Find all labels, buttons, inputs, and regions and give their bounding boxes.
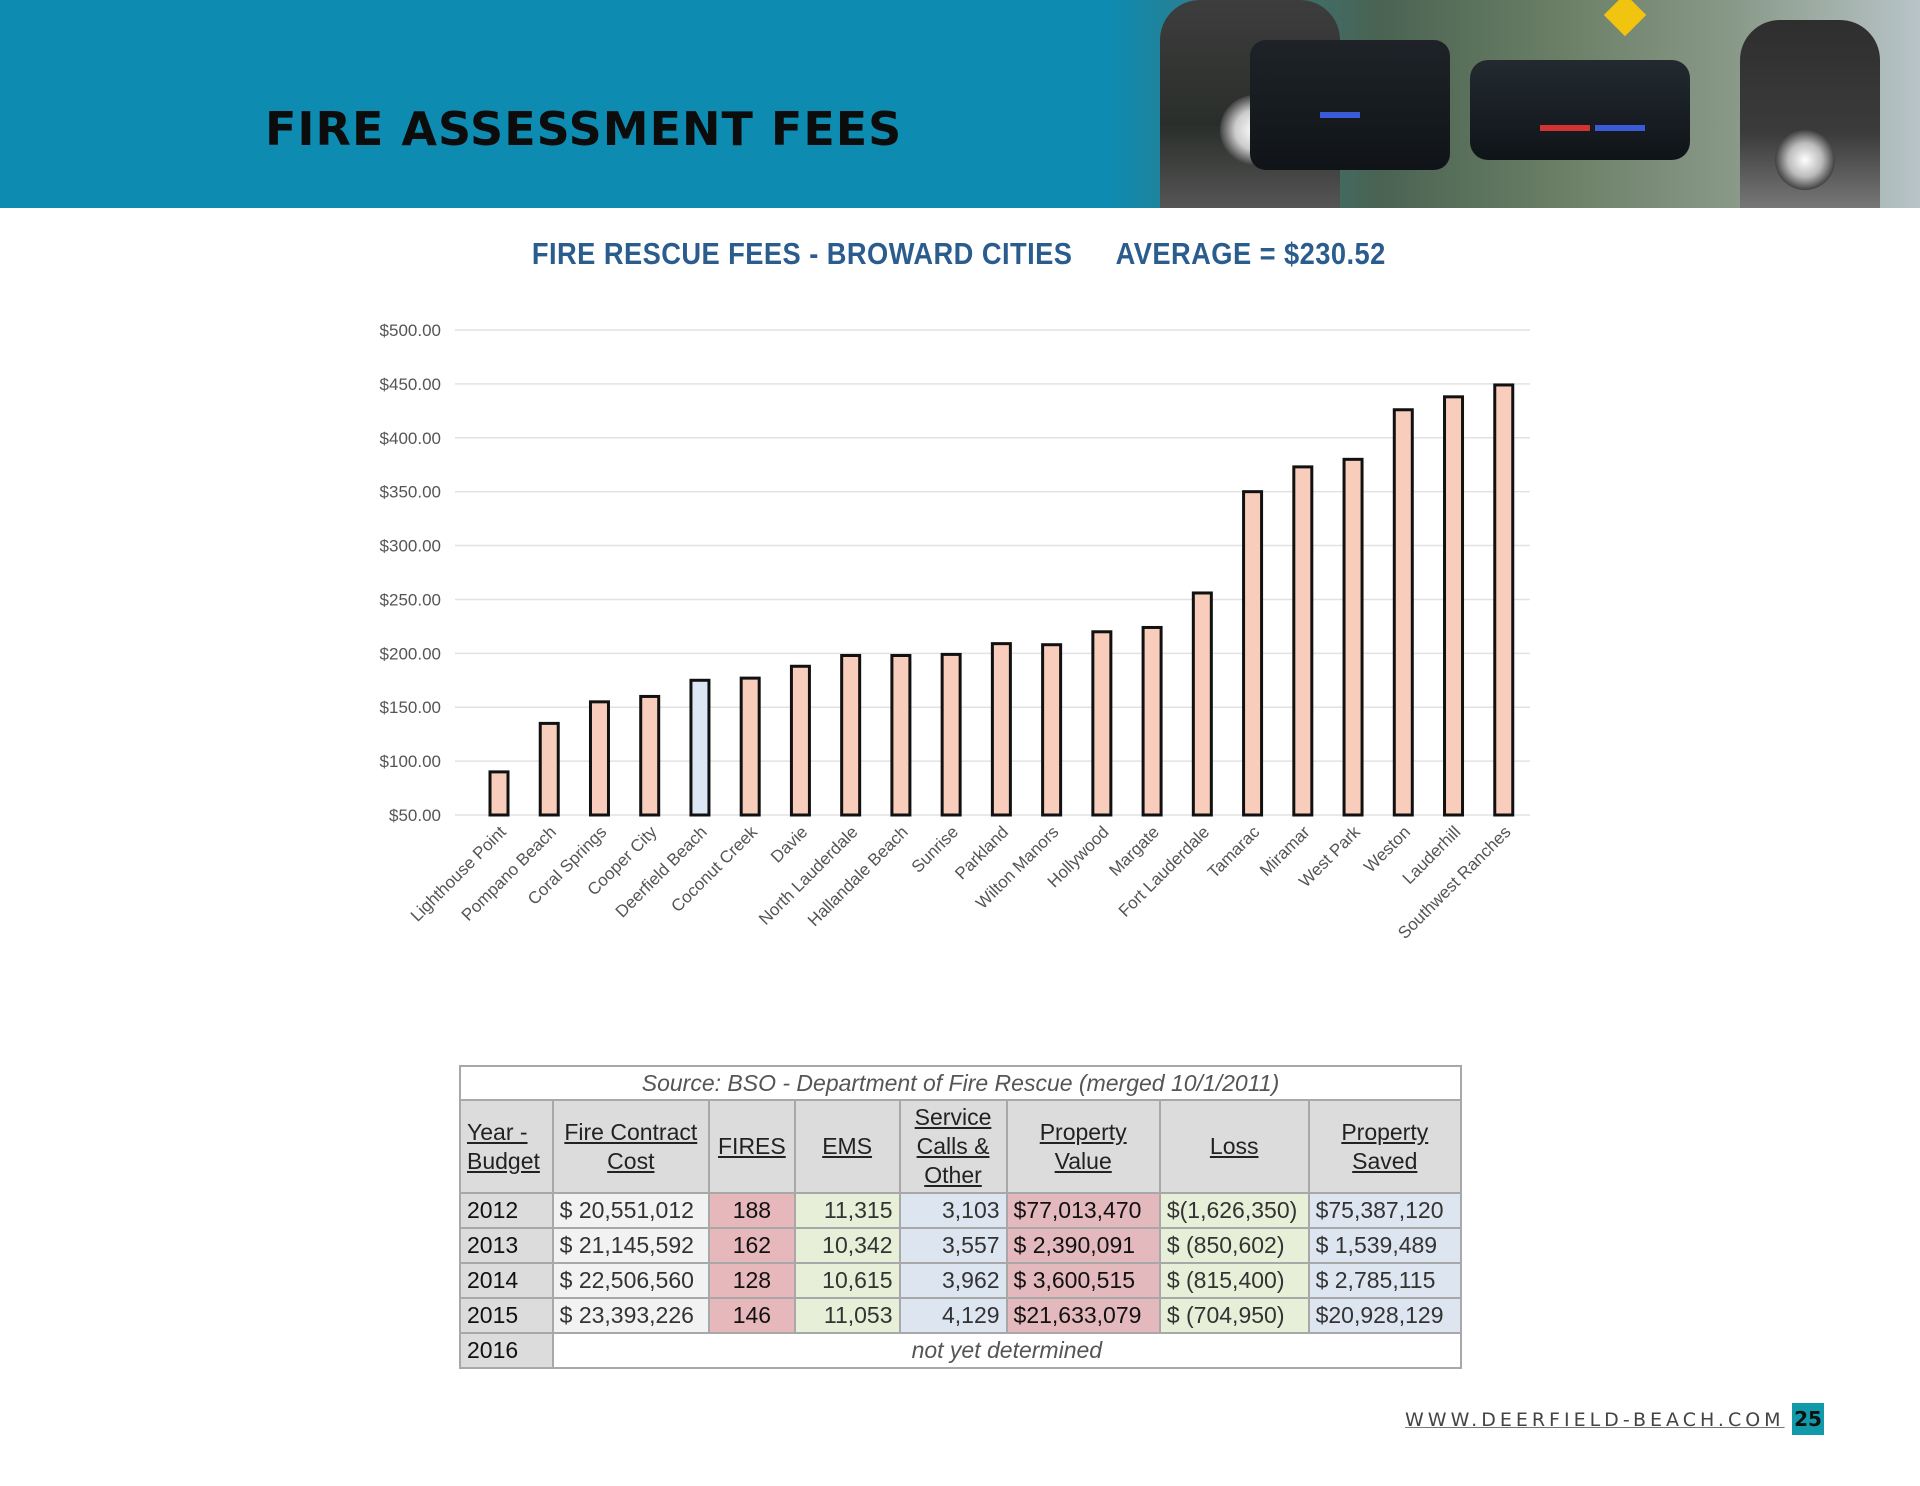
y-tick-label: $150.00 xyxy=(380,698,441,717)
cell-calls: 3,557 xyxy=(898,1227,1008,1264)
cell-ems: 10,342 xyxy=(793,1227,901,1264)
cell-ems: 11,053 xyxy=(793,1297,901,1334)
cell-year: 2015 xyxy=(459,1297,554,1334)
cell-ems: 11,315 xyxy=(793,1192,901,1229)
table-row: 2013 $ 21,145,592 162 10,342 3,557 $ 2,3… xyxy=(459,1227,1463,1264)
y-tick-label: $50.00 xyxy=(389,806,441,825)
x-tick-label: Fort Lauderdale xyxy=(1115,822,1213,920)
cell-not-determined-note: not yet determined xyxy=(551,1332,1463,1369)
cell-saved: $20,928,129 xyxy=(1307,1297,1463,1334)
y-tick-label: $300.00 xyxy=(380,537,441,556)
y-tick-label: $200.00 xyxy=(380,644,441,663)
bar-sunrise xyxy=(940,652,962,817)
table-header-row: Year - Budget Fire Contract Cost FIRES EMS… xyxy=(459,1099,1463,1194)
table-row: 2014 $ 22,506,560 128 10,615 3,962 $ 3,6… xyxy=(459,1262,1463,1299)
header-service-calls: Service Calls & Other xyxy=(898,1099,1008,1194)
cell-year: 2012 xyxy=(459,1192,554,1229)
cell-saved: $75,387,120 xyxy=(1307,1192,1463,1229)
cell-value: $ 2,390,091 xyxy=(1005,1227,1161,1264)
cell-loss: $ (815,400) xyxy=(1158,1262,1310,1299)
bar-fort-lauderdale xyxy=(1191,591,1213,817)
bars xyxy=(488,383,1515,817)
cell-cost: $ 22,506,560 xyxy=(551,1262,711,1299)
fire-rescue-stats-table: Source: BSO - Department of Fire Rescue … xyxy=(459,1065,1463,1369)
header-fires: FIRES xyxy=(708,1099,796,1194)
bar-margate xyxy=(1141,625,1163,817)
header-band: FIRE ASSESSMENT FEES xyxy=(0,0,1920,208)
bar-wilton-manors xyxy=(1041,643,1063,817)
chart-heading: FIRE RESCUE FEES - BROWARD CITIES AVERAG… xyxy=(114,236,1804,272)
table-row: 2015 $ 23,393,226 146 11,053 4,129 $21,6… xyxy=(459,1297,1463,1334)
bar-west-park xyxy=(1342,457,1364,817)
bar-lighthouse-point xyxy=(488,770,510,817)
header-year: Year - Budget xyxy=(459,1099,554,1194)
bar-weston xyxy=(1392,408,1414,817)
bar-parkland xyxy=(990,642,1012,817)
x-tick-label: Deerfield Beach xyxy=(612,822,711,921)
cell-cost: $ 23,393,226 xyxy=(551,1297,711,1334)
header-property-value: Property Value xyxy=(1005,1099,1161,1194)
bar-hallandale-beach xyxy=(890,653,912,817)
bar-lauderhill xyxy=(1443,395,1465,817)
website-link[interactable]: WWW.DEERFIELD-BEACH.COM xyxy=(1405,1409,1785,1431)
cell-value: $77,013,470 xyxy=(1005,1192,1161,1229)
y-tick-label: $250.00 xyxy=(380,590,441,609)
table-source-caption: Source: BSO - Department of Fire Rescue … xyxy=(459,1065,1462,1101)
sheriff-motorcade-photo xyxy=(1020,0,1920,208)
fire-fees-bar-chart: $50.00 $100.00 $150.00 $200.00 $250.00 $300.0… xyxy=(380,321,1530,943)
y-tick-label: $450.00 xyxy=(380,375,441,394)
chart-title: FIRE RESCUE FEES - BROWARD CITIES xyxy=(531,236,1073,271)
x-tick-label: Davie xyxy=(767,822,811,866)
cell-year: 2014 xyxy=(459,1262,554,1299)
x-tick-label: Tamarac xyxy=(1204,822,1264,882)
cell-loss: $(1,626,350) xyxy=(1158,1192,1310,1229)
cell-loss: $ (704,950) xyxy=(1158,1297,1310,1334)
page-title: FIRE ASSESSMENT FEES xyxy=(265,102,903,156)
cell-calls: 4,129 xyxy=(898,1297,1008,1334)
y-tick-label: $100.00 xyxy=(380,752,441,771)
bar-pompano-beach xyxy=(538,721,560,817)
cell-fires: 128 xyxy=(708,1262,796,1299)
header-ems: EMS xyxy=(793,1099,901,1194)
x-tick-label: Coconut Creek xyxy=(667,822,761,916)
header-fire-contract-cost: Fire Contract Cost xyxy=(551,1099,711,1194)
y-tick-label: $350.00 xyxy=(380,483,441,502)
bar-coral-springs xyxy=(588,700,610,817)
cell-cost: $ 21,145,592 xyxy=(551,1227,711,1264)
bar-tamarac xyxy=(1242,490,1264,817)
y-tick-label: $500.00 xyxy=(380,321,441,340)
header-loss: Loss xyxy=(1158,1099,1310,1194)
cell-fires: 188 xyxy=(708,1192,796,1229)
bar-southwest-ranches xyxy=(1493,383,1515,817)
y-axis-ticks: $50.00 $100.00 $150.00 $200.00 $250.00 $300.0… xyxy=(380,321,441,825)
bar-north-lauderdale xyxy=(840,653,862,817)
table-row: 2016 not yet determined xyxy=(459,1332,1463,1369)
bar-hollywood xyxy=(1091,630,1113,817)
cell-calls: 3,103 xyxy=(898,1192,1008,1229)
cell-ems: 10,615 xyxy=(793,1262,901,1299)
cell-year: 2016 xyxy=(459,1332,554,1369)
cell-saved: $ 2,785,115 xyxy=(1307,1262,1463,1299)
table-row: 2012 $ 20,551,012 188 11,315 3,103 $77,0… xyxy=(459,1192,1463,1229)
page-number: 25 xyxy=(1792,1403,1824,1435)
header-property-saved: Property Saved xyxy=(1307,1099,1463,1194)
cell-cost: $ 20,551,012 xyxy=(551,1192,711,1229)
cell-saved: $ 1,539,489 xyxy=(1307,1227,1463,1264)
grid-lines xyxy=(455,329,1530,816)
cell-fires: 146 xyxy=(708,1297,796,1334)
bar-deerfield-beach xyxy=(689,678,711,817)
average-label: AVERAGE = $230.52 xyxy=(1115,236,1386,271)
y-tick-label: $400.00 xyxy=(380,429,441,448)
cell-fires: 162 xyxy=(708,1227,796,1264)
cell-loss: $ (850,602) xyxy=(1158,1227,1310,1264)
bar-cooper-city xyxy=(639,694,661,817)
cell-value: $21,633,079 xyxy=(1005,1297,1161,1334)
cell-year: 2013 xyxy=(459,1227,554,1264)
bar-miramar xyxy=(1292,465,1314,817)
cell-calls: 3,962 xyxy=(898,1262,1008,1299)
bar-davie xyxy=(789,664,811,817)
cell-value: $ 3,600,515 xyxy=(1005,1262,1161,1299)
bar-coconut-creek xyxy=(739,676,761,817)
